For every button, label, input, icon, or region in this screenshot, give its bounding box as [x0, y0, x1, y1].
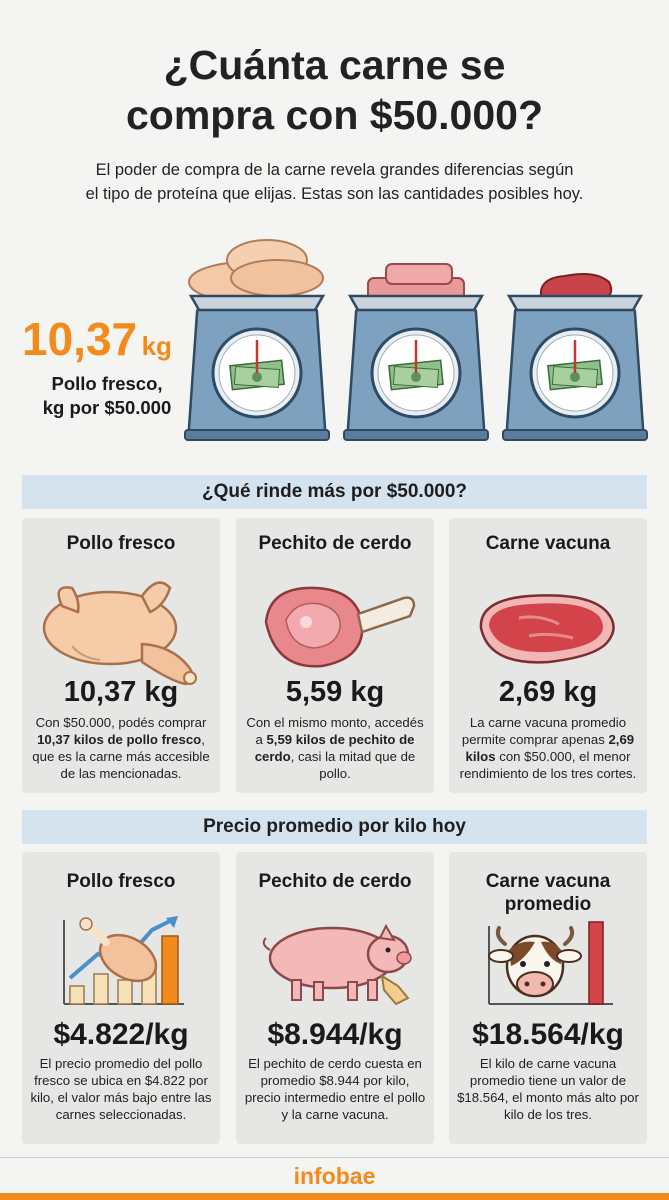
title-line-2: compra con $50.000?	[125, 92, 544, 138]
hero-label-line-1: Pollo fresco,	[51, 373, 163, 394]
subtitle-line-1: El poder de compra de la carne revela gr…	[95, 161, 574, 179]
scale-pork-icon	[342, 263, 490, 442]
yield-card-title: Pechito de cerdo	[258, 533, 412, 554]
price-card-desc: El precio promedio del pollo fresco se u…	[30, 1056, 212, 1122]
price-card-title-line-1: Carne vacuna	[485, 871, 611, 892]
hero-number: 10,37 kg	[22, 312, 172, 366]
price-card-value: $4.822/kg	[53, 1018, 189, 1051]
brand-logo[interactable]: infobae	[293, 1163, 376, 1189]
price-card-desc: El kilo de carne vacuna promedio tiene u…	[457, 1056, 639, 1122]
title-line-1: ¿Cuánta carne se	[163, 42, 506, 88]
hero-label-line-2: kg por $50.000	[42, 397, 172, 418]
pig-icon	[262, 923, 412, 1006]
price-card-title: Pechito de cerdo	[258, 871, 412, 892]
steak-icon	[479, 594, 615, 664]
drumstick-chart-icon	[63, 916, 184, 1005]
scale-beef-icon	[501, 273, 649, 442]
price-card-cerdo: Pechito de cerdo $8.944/kg El pechito de…	[236, 852, 434, 1144]
section1-title: ¿Qué rinde más por $50.000?	[22, 475, 647, 509]
cow-icon	[488, 921, 613, 1005]
yield-card-value: 5,59 kg	[285, 676, 385, 708]
price-card-title: Pollo fresco	[66, 871, 176, 892]
yield-card-title: Pollo fresco	[66, 533, 176, 554]
subtitle-line-2: el tipo de proteína que elijas. Estas so…	[85, 185, 584, 203]
price-card-pollo: Pollo fresco $4.822/kg El precio promedi…	[22, 852, 220, 1144]
scales-illustration	[183, 239, 649, 442]
hero-number-unit: kg	[141, 331, 172, 361]
yield-card-cerdo: Pechito de cerdo 5,59 kg Con el mismo mo…	[236, 518, 434, 793]
yield-card-pollo: Pollo fresco 10,37 kg Con $50.000, podés…	[22, 518, 220, 793]
section2-title: Precio promedio por kilo hoy	[22, 810, 647, 844]
yield-card-value: 10,37 kg	[63, 676, 179, 708]
price-card-desc: El pechito de cerdo cuesta en promedio $…	[244, 1056, 426, 1122]
page-title: ¿Cuánta carne se compra con $50.000?	[0, 40, 669, 140]
yield-card-title: Carne vacuna	[485, 533, 611, 554]
price-card-value: $8.944/kg	[267, 1018, 403, 1051]
yield-card-vacuna: Carne vacuna 2,69 kg La carne vacuna pro…	[449, 518, 647, 793]
yield-card-desc: La carne vacuna promedio permite comprar…	[459, 715, 637, 781]
scale-chicken-icon	[183, 239, 331, 442]
footer-divider	[0, 1157, 669, 1158]
price-card-title-line-2: promedio	[504, 894, 592, 915]
yield-card-desc: Con el mismo monto, accedés a 5,59 kilos…	[246, 715, 424, 781]
page-subtitle: El poder de compra de la carne revela gr…	[30, 158, 639, 206]
price-card-value: $18.564/kg	[472, 1018, 624, 1051]
footer-accent-bar	[0, 1193, 669, 1200]
hero-number-value: 10,37	[22, 313, 138, 365]
yield-card-value: 2,69 kg	[498, 676, 598, 708]
price-card-title: Carne vacuna promedio	[449, 870, 647, 916]
pork-chop-icon	[264, 586, 416, 668]
price-card-vacuna: Carne vacuna promedio $18.564/kg El kilo…	[449, 852, 647, 1144]
yield-card-desc: Con $50.000, podés comprar 10,37 kilos d…	[32, 715, 210, 781]
hero-label: Pollo fresco, kg por $50.000	[22, 372, 192, 420]
chicken-icon	[42, 581, 197, 686]
